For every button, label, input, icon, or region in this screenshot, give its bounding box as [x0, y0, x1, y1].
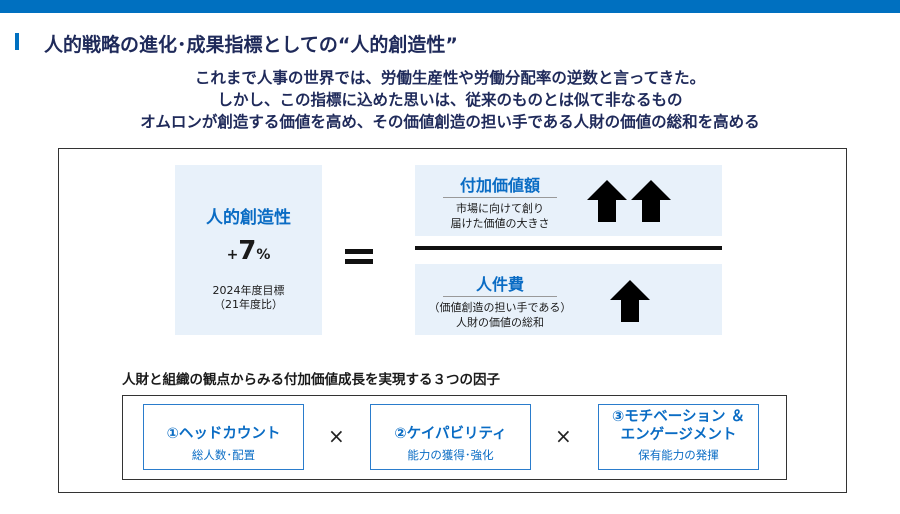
metric-name: 人的創造性	[206, 208, 291, 228]
numerator-panel: 付加価値額 市場に向けて創り 届けた価値の大きさ	[415, 165, 722, 236]
top-bar	[0, 0, 900, 13]
factor-headcount: ①ヘッドカウント 総人数･配置	[143, 404, 304, 470]
factor-title: ①ヘッドカウント	[166, 426, 281, 442]
subtitle-line: これまで人事の世界では、労働生産性や労働分配率の逆数と言ってきた。	[194, 69, 706, 87]
factors-frame	[122, 395, 787, 480]
metric-note: 2024年度目標	[212, 284, 285, 297]
multiply-sign: ×	[328, 424, 345, 448]
page-title: 人的戦略の進化･成果指標としての“人的創造性”	[44, 34, 458, 56]
numerator-desc: 市場に向けて創り	[456, 202, 544, 215]
metric-panel: 人的創造性 +7% 2024年度目標 （21年度比）	[175, 165, 322, 335]
factor-desc: 保有能力の発揮	[638, 448, 719, 462]
factor-title: ③モチベーション ＆	[611, 409, 746, 425]
denominator-panel: 人件費 （価値創造の担い手である） 人財の価値の総和	[415, 264, 722, 335]
formula-frame	[58, 148, 847, 493]
denominator-title: 人件費	[443, 271, 557, 297]
up-arrow-icon	[631, 180, 671, 222]
factor-title: エンゲージメント	[620, 427, 737, 443]
value: 7	[238, 236, 257, 266]
up-arrow-icon	[610, 280, 650, 322]
equals-sign	[345, 259, 373, 264]
denominator-desc: （価値創造の担い手である）	[428, 301, 572, 314]
numerator-desc: 届けた価値の大きさ	[450, 217, 550, 230]
fraction-line	[415, 246, 722, 250]
factor-desc: 能力の獲得･強化	[407, 448, 494, 462]
subtitle-line: しかし、この指標に込めた思いは、従来のものとは似て非なるもの	[217, 91, 683, 109]
title-accent-bar	[15, 33, 19, 50]
factor-desc: 総人数･配置	[191, 448, 256, 462]
unit: %	[256, 247, 271, 263]
metric-value: +7%	[175, 236, 322, 266]
factor-motivation: ③モチベーション ＆ エンゲージメント 保有能力の発揮	[598, 404, 759, 470]
multiply-sign: ×	[555, 424, 572, 448]
factors-heading: 人財と組織の観点からみる付加価値成長を実現する３つの因子	[122, 372, 500, 388]
equals-sign	[345, 249, 373, 254]
numerator-title: 付加価値額	[443, 172, 557, 198]
factor-title: ②ケイパビリティ	[394, 426, 507, 442]
factor-capability: ②ケイパビリティ 能力の獲得･強化	[370, 404, 531, 470]
up-arrow-icon	[587, 180, 627, 222]
subtitle-line: オムロンが創造する価値を高め、その価値創造の担い手である人財の価値の総和を高める	[140, 113, 760, 131]
metric-note: （21年度比）	[214, 298, 283, 311]
denominator-desc: 人財の価値の総和	[456, 316, 544, 329]
plus: +	[226, 247, 239, 263]
